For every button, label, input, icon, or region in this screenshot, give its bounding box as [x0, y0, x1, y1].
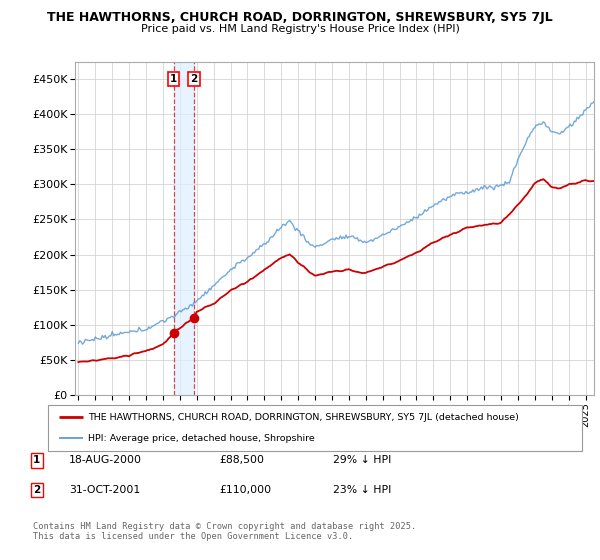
Text: THE HAWTHORNS, CHURCH ROAD, DORRINGTON, SHREWSBURY, SY5 7JL: THE HAWTHORNS, CHURCH ROAD, DORRINGTON, …	[47, 11, 553, 24]
Text: 29% ↓ HPI: 29% ↓ HPI	[333, 455, 391, 465]
Bar	[173, 62, 194, 395]
Text: 2: 2	[33, 485, 40, 495]
Text: 1: 1	[170, 74, 177, 84]
Text: 1: 1	[33, 455, 40, 465]
Text: 23% ↓ HPI: 23% ↓ HPI	[333, 485, 391, 495]
Text: 18-AUG-2000: 18-AUG-2000	[69, 455, 142, 465]
Text: £88,500: £88,500	[219, 455, 264, 465]
Text: 2: 2	[190, 74, 197, 84]
Text: HPI: Average price, detached house, Shropshire: HPI: Average price, detached house, Shro…	[88, 434, 315, 443]
Text: Price paid vs. HM Land Registry's House Price Index (HPI): Price paid vs. HM Land Registry's House …	[140, 24, 460, 34]
Text: £110,000: £110,000	[219, 485, 271, 495]
Text: Contains HM Land Registry data © Crown copyright and database right 2025.
This d: Contains HM Land Registry data © Crown c…	[33, 522, 416, 542]
FancyBboxPatch shape	[48, 405, 582, 451]
Text: 31-OCT-2001: 31-OCT-2001	[69, 485, 140, 495]
Text: THE HAWTHORNS, CHURCH ROAD, DORRINGTON, SHREWSBURY, SY5 7JL (detached house): THE HAWTHORNS, CHURCH ROAD, DORRINGTON, …	[88, 413, 519, 422]
